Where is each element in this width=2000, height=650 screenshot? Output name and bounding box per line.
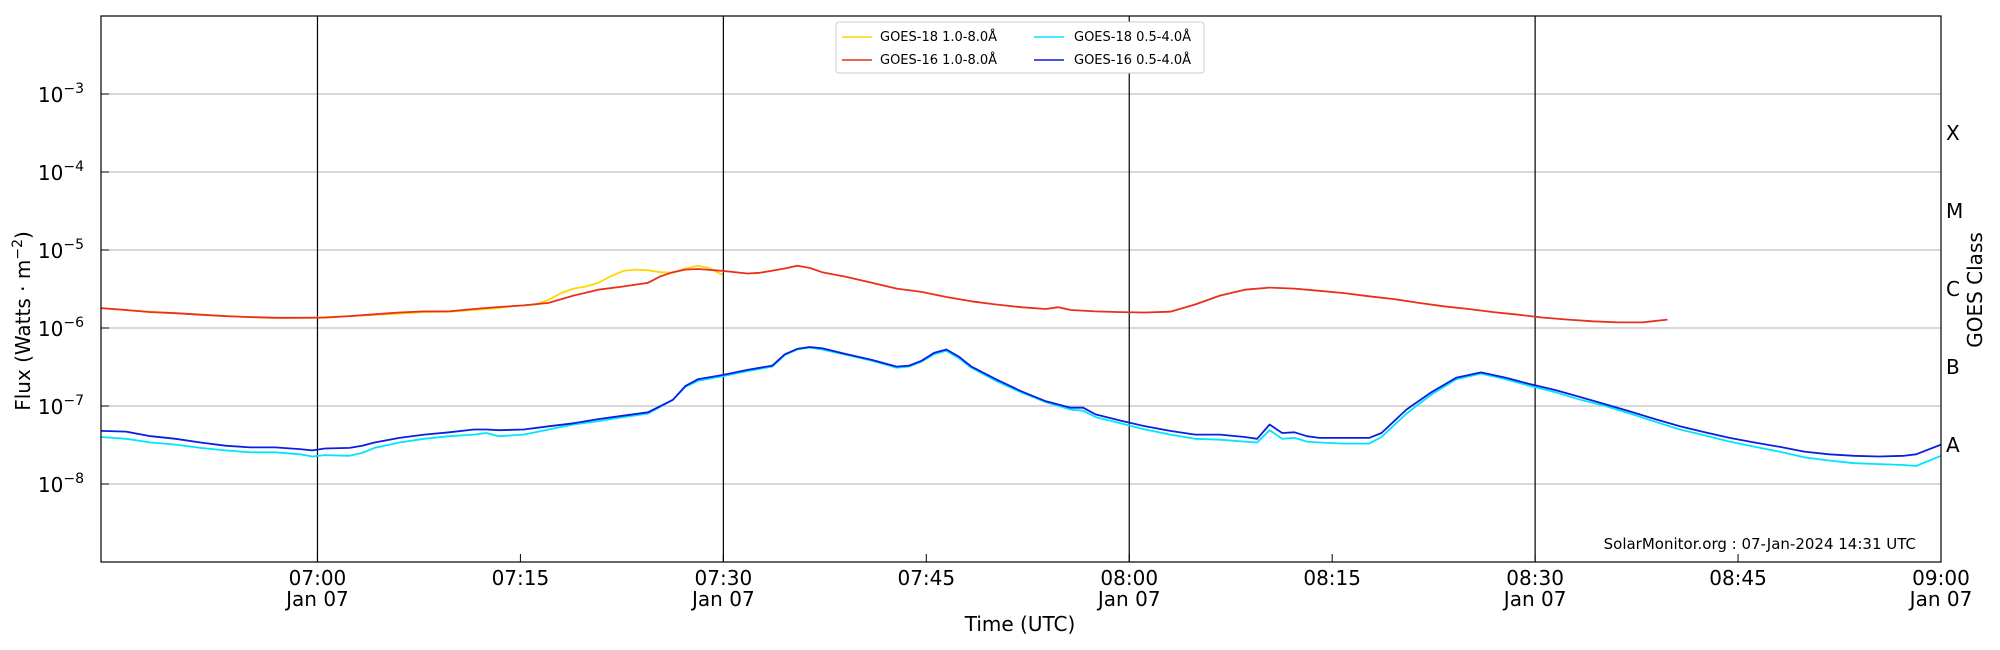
x-tick-date-label: Jan 07 — [284, 587, 349, 611]
goes-class-label: X — [1946, 121, 1960, 145]
x-axis-title: Time (UTC) — [964, 612, 1076, 636]
x-tick-date-label: Jan 07 — [1908, 587, 1973, 611]
x-tick-date-label: Jan 07 — [1502, 587, 1567, 611]
legend-label-goes16-short: GOES-16 0.5-4.0Å — [1074, 52, 1191, 68]
x-tick-label: 07:45 — [897, 566, 955, 590]
goes-class-label: C — [1946, 277, 1960, 301]
legend-label-goes18-long: GOES-18 1.0-8.0Å — [880, 29, 997, 45]
x-tick-label: 08:15 — [1303, 566, 1361, 590]
x-tick-label: 08:45 — [1709, 566, 1767, 590]
credit-text: SolarMonitor.org : 07-Jan-2024 14:31 UTC — [1604, 535, 1916, 553]
goes-class-axis-title: GOES Class — [1963, 232, 1987, 348]
legend-label-goes18-short: GOES-18 0.5-4.0Å — [1074, 29, 1191, 45]
y-axis-title-superscript: −2 — [10, 239, 26, 260]
goes-class-label: A — [1946, 433, 1960, 457]
x-tick-date-label: Jan 07 — [690, 587, 755, 611]
legend: GOES-18 1.0-8.0Å GOES-18 0.5-4.0Å GOES-1… — [836, 22, 1204, 73]
goes-class-label: B — [1946, 355, 1960, 379]
x-tick-label: 07:15 — [492, 566, 550, 590]
legend-label-goes16-long: GOES-16 1.0-8.0Å — [880, 52, 997, 68]
goes-class-label: M — [1946, 199, 1963, 223]
x-tick-date-label: Jan 07 — [1096, 587, 1161, 611]
